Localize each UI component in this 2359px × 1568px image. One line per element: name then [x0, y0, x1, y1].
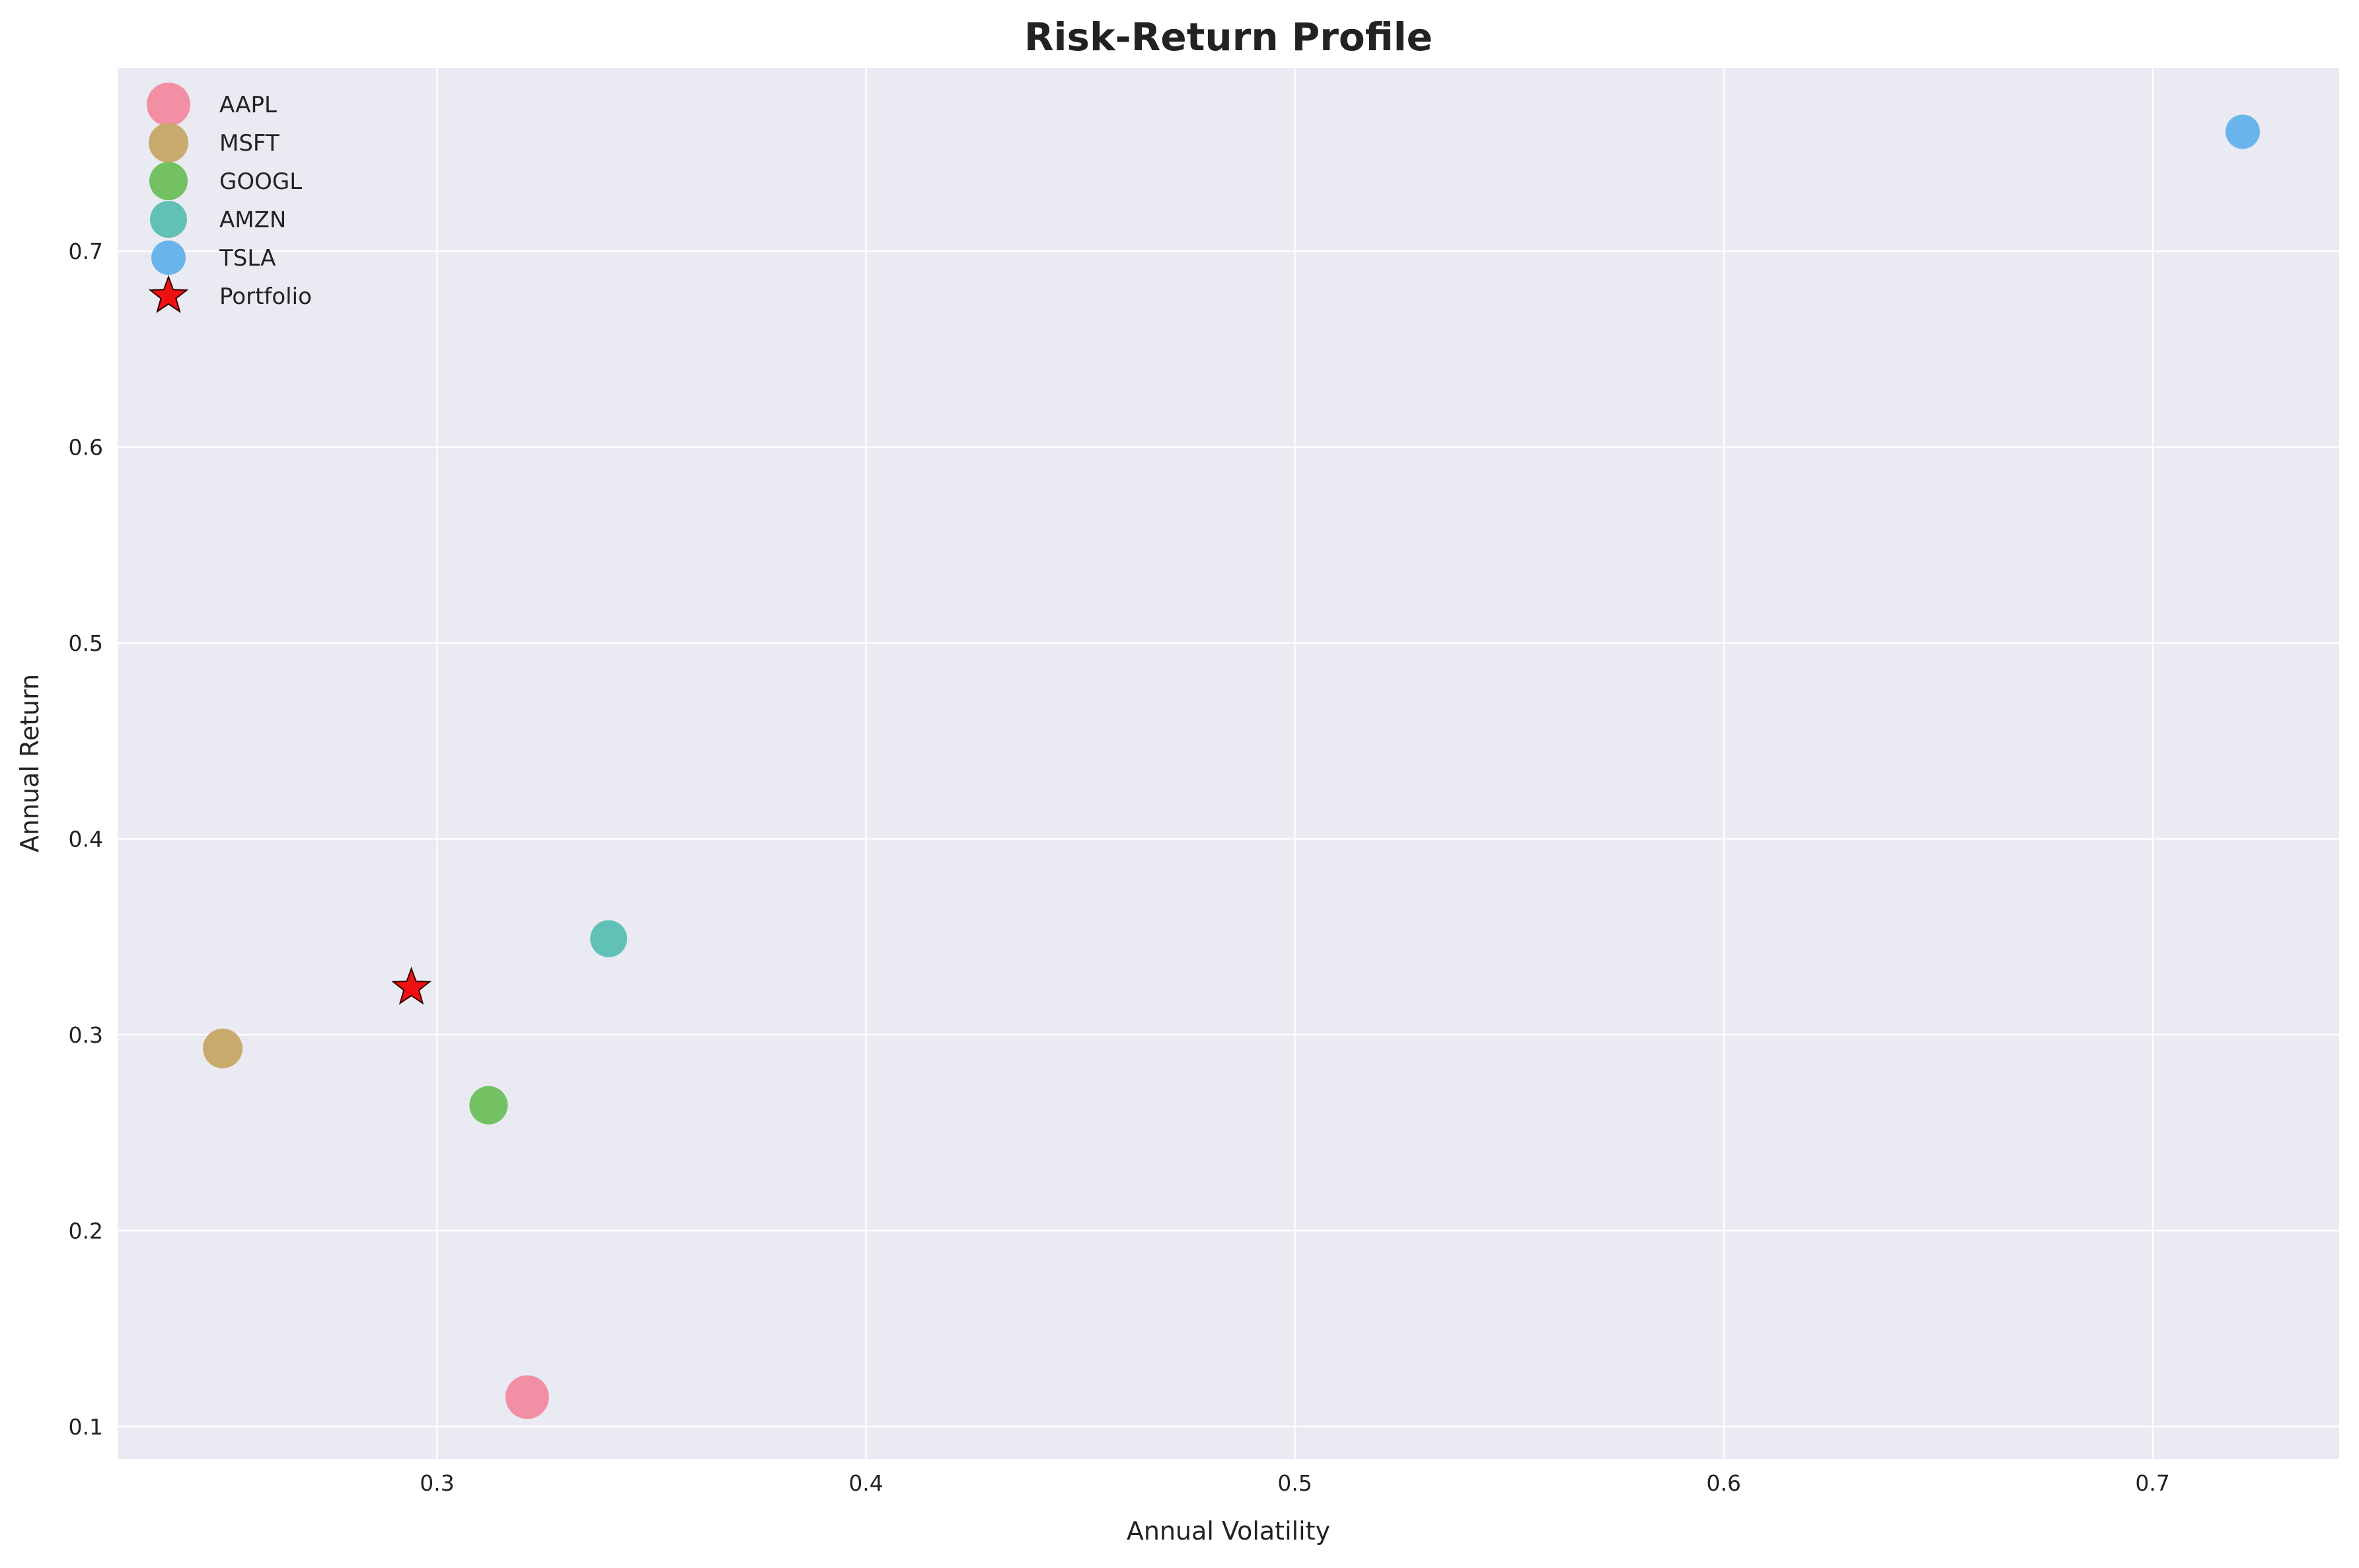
data-points [203, 114, 2260, 1419]
legend-label-msft: MSFT [219, 130, 280, 157]
grid [118, 68, 2339, 1459]
point-amzn [590, 920, 628, 957]
point-portfolio [391, 966, 431, 1005]
legend-marker-msft [149, 123, 188, 163]
y-tick-label: 0.5 [69, 630, 103, 656]
legend-label-portfolio: Portfolio [219, 283, 312, 310]
tick-labels: 0.3 0.4 0.5 0.6 0.7 0.1 0.2 0.3 0.4 0.5 0.6 0.7 [69, 239, 2170, 1496]
y-tick-label: 0.1 [69, 1414, 103, 1440]
y-tick-label: 0.2 [69, 1218, 103, 1244]
legend-label-amzn: AMZN [219, 207, 286, 233]
y-tick-label: 0.7 [69, 239, 103, 264]
legend-marker-amzn [150, 201, 187, 238]
point-googl [469, 1086, 508, 1125]
y-tick-label: 0.4 [69, 826, 103, 852]
point-msft [203, 1028, 243, 1068]
y-axis-label: Annual Return [15, 674, 44, 852]
legend-marker-googl [149, 162, 188, 200]
plot-background [118, 68, 2339, 1459]
x-tick-label: 0.4 [848, 1470, 883, 1496]
legend-label-googl: GOOGL [219, 168, 302, 195]
point-aapl [505, 1375, 549, 1419]
x-axis-label: Annual Volatility [1127, 1516, 1330, 1546]
x-tick-label: 0.3 [420, 1470, 454, 1496]
chart-title: Risk-Return Profile [1024, 15, 1433, 59]
legend-marker-portfolio [148, 275, 189, 313]
x-tick-label: 0.5 [1277, 1470, 1312, 1496]
x-tick-label: 0.6 [1706, 1470, 1741, 1496]
y-tick-label: 0.3 [69, 1022, 103, 1048]
legend-label-aapl: AAPL [219, 92, 277, 118]
y-tick-label: 0.6 [69, 435, 103, 461]
legend: AAPL MSFT GOOGL AMZN TSLA Portfolio [147, 83, 312, 313]
point-tsla [2225, 114, 2260, 149]
legend-marker-aapl [147, 83, 190, 126]
x-tick-label: 0.7 [2135, 1470, 2169, 1496]
legend-marker-tsla [151, 241, 186, 275]
legend-label-tsla: TSLA [219, 245, 276, 272]
